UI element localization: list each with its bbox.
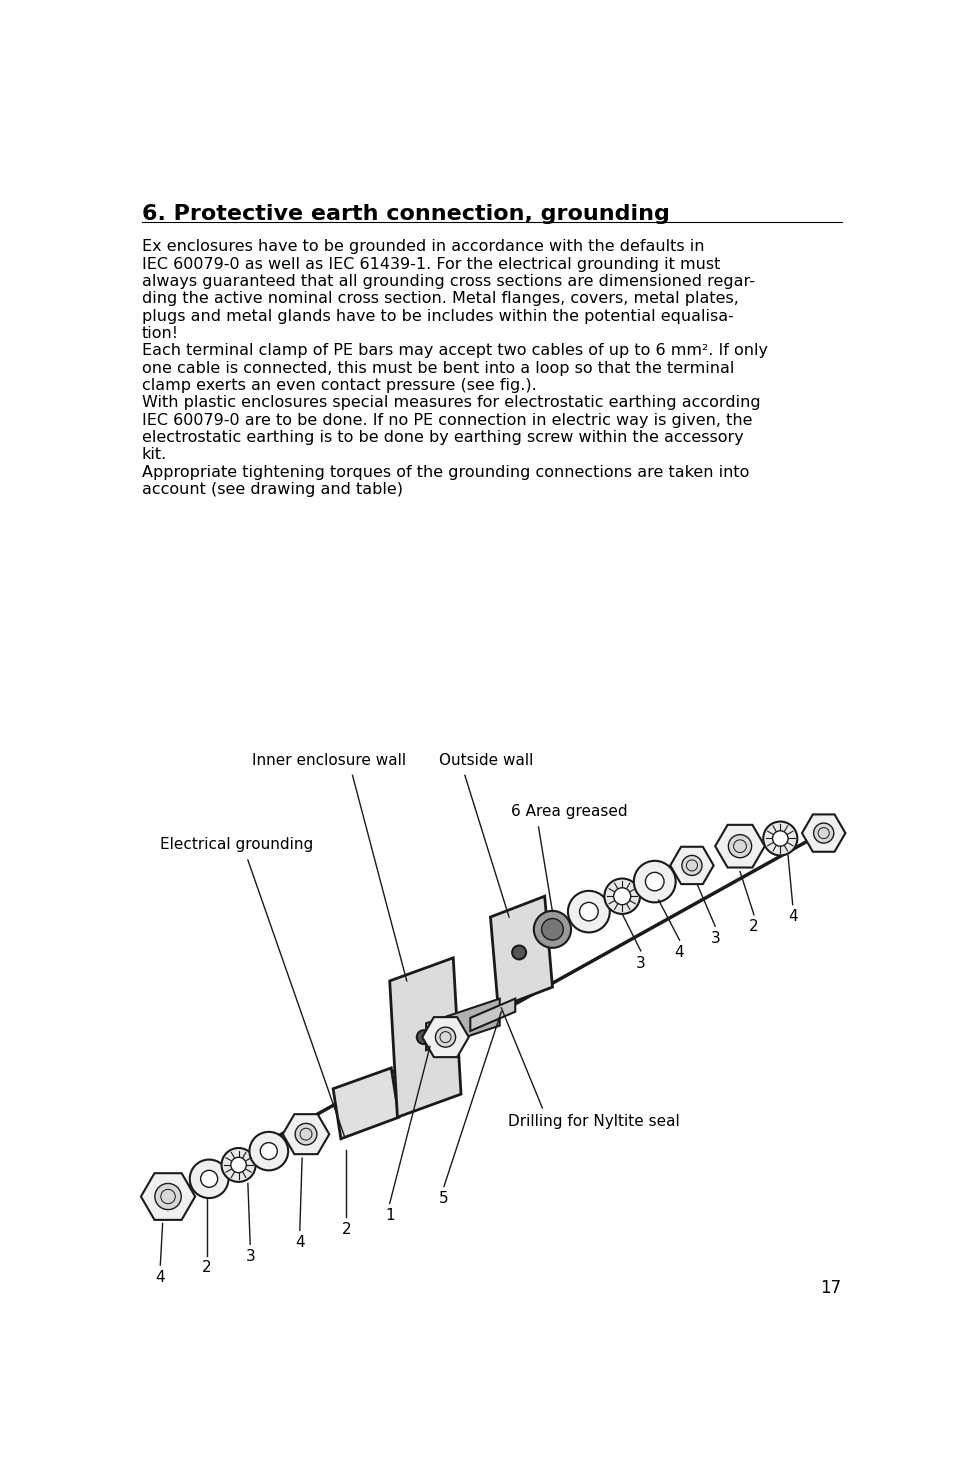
Text: Electrical grounding: Electrical grounding — [160, 837, 314, 852]
Text: IEC 60079-0 are to be done. If no PE connection in electric way is given, the: IEC 60079-0 are to be done. If no PE con… — [142, 413, 753, 427]
Text: kit.: kit. — [142, 448, 167, 463]
Text: Ex enclosures have to be grounded in accordance with the defaults in: Ex enclosures have to be grounded in acc… — [142, 239, 705, 254]
Circle shape — [682, 855, 702, 876]
Polygon shape — [802, 814, 846, 852]
Text: one cable is connected, this must be bent into a loop so that the terminal: one cable is connected, this must be ben… — [142, 361, 734, 376]
Text: 17: 17 — [820, 1278, 841, 1297]
Circle shape — [417, 1030, 431, 1044]
Text: always guaranteed that all grounding cross sections are dimensioned regar-: always guaranteed that all grounding cro… — [142, 275, 755, 289]
Text: 1: 1 — [385, 1208, 395, 1224]
Text: 6 Area greased: 6 Area greased — [512, 804, 628, 820]
Text: 4: 4 — [156, 1269, 165, 1285]
Text: 3: 3 — [246, 1249, 255, 1263]
Circle shape — [645, 873, 664, 890]
Circle shape — [161, 1190, 176, 1203]
Circle shape — [222, 1147, 255, 1183]
Circle shape — [440, 1031, 451, 1043]
Text: Appropriate tightening torques of the grounding connections are taken into: Appropriate tightening torques of the gr… — [142, 464, 749, 480]
Circle shape — [534, 911, 571, 948]
Circle shape — [568, 890, 610, 933]
Circle shape — [230, 1158, 247, 1172]
Text: 3: 3 — [636, 955, 646, 971]
Polygon shape — [470, 999, 516, 1031]
Text: Drilling for Nyltite seal: Drilling for Nyltite seal — [508, 1114, 680, 1130]
Text: Inner enclosure wall: Inner enclosure wall — [252, 752, 406, 768]
Circle shape — [763, 821, 798, 855]
Circle shape — [155, 1184, 181, 1209]
Circle shape — [190, 1159, 228, 1199]
Text: 3: 3 — [710, 931, 720, 946]
Polygon shape — [141, 1174, 195, 1219]
Text: 4: 4 — [675, 945, 684, 959]
Circle shape — [295, 1124, 317, 1144]
Circle shape — [605, 878, 640, 914]
Text: tion!: tion! — [142, 326, 179, 341]
Circle shape — [260, 1143, 277, 1159]
Circle shape — [686, 859, 698, 871]
Text: Each terminal clamp of PE bars may accept two cables of up to 6 mm². If only: Each terminal clamp of PE bars may accep… — [142, 344, 768, 358]
Polygon shape — [426, 999, 500, 1050]
Text: 2: 2 — [202, 1260, 211, 1275]
Polygon shape — [390, 958, 461, 1118]
Circle shape — [818, 827, 829, 839]
Text: With plastic enclosures special measures for electrostatic earthing according: With plastic enclosures special measures… — [142, 395, 760, 410]
Circle shape — [733, 840, 746, 852]
Text: electrostatic earthing is to be done by earthing screw within the accessory: electrostatic earthing is to be done by … — [142, 430, 743, 445]
Circle shape — [580, 902, 598, 921]
Text: 2: 2 — [749, 920, 758, 934]
Circle shape — [814, 823, 834, 843]
Text: 6. Protective earth connection, grounding: 6. Protective earth connection, groundin… — [142, 204, 669, 223]
Circle shape — [436, 1027, 456, 1047]
Circle shape — [300, 1128, 312, 1140]
Polygon shape — [333, 1068, 399, 1138]
Polygon shape — [283, 1114, 329, 1155]
Circle shape — [773, 831, 788, 846]
Polygon shape — [491, 896, 552, 1008]
Text: 4: 4 — [788, 909, 798, 924]
Circle shape — [634, 861, 676, 902]
Circle shape — [201, 1171, 218, 1187]
Polygon shape — [422, 1017, 468, 1058]
Text: IEC 60079-0 as well as IEC 61439-1. For the electrical grounding it must: IEC 60079-0 as well as IEC 61439-1. For … — [142, 257, 720, 272]
Circle shape — [250, 1131, 288, 1171]
Text: ding the active nominal cross section. Metal flanges, covers, metal plates,: ding the active nominal cross section. M… — [142, 291, 738, 307]
Circle shape — [541, 918, 564, 940]
Text: Outside wall: Outside wall — [440, 752, 534, 768]
Circle shape — [512, 946, 526, 959]
Polygon shape — [670, 846, 713, 884]
Polygon shape — [715, 824, 765, 868]
Text: account (see drawing and table): account (see drawing and table) — [142, 482, 402, 497]
Text: 4: 4 — [295, 1235, 304, 1250]
Text: 2: 2 — [342, 1222, 351, 1237]
Text: 5: 5 — [439, 1191, 448, 1206]
Text: clamp exerts an even contact pressure (see fig.).: clamp exerts an even contact pressure (s… — [142, 378, 537, 394]
Circle shape — [729, 834, 752, 858]
Text: plugs and metal glands have to be includes within the potential equalisa-: plugs and metal glands have to be includ… — [142, 308, 733, 323]
Circle shape — [613, 887, 631, 905]
